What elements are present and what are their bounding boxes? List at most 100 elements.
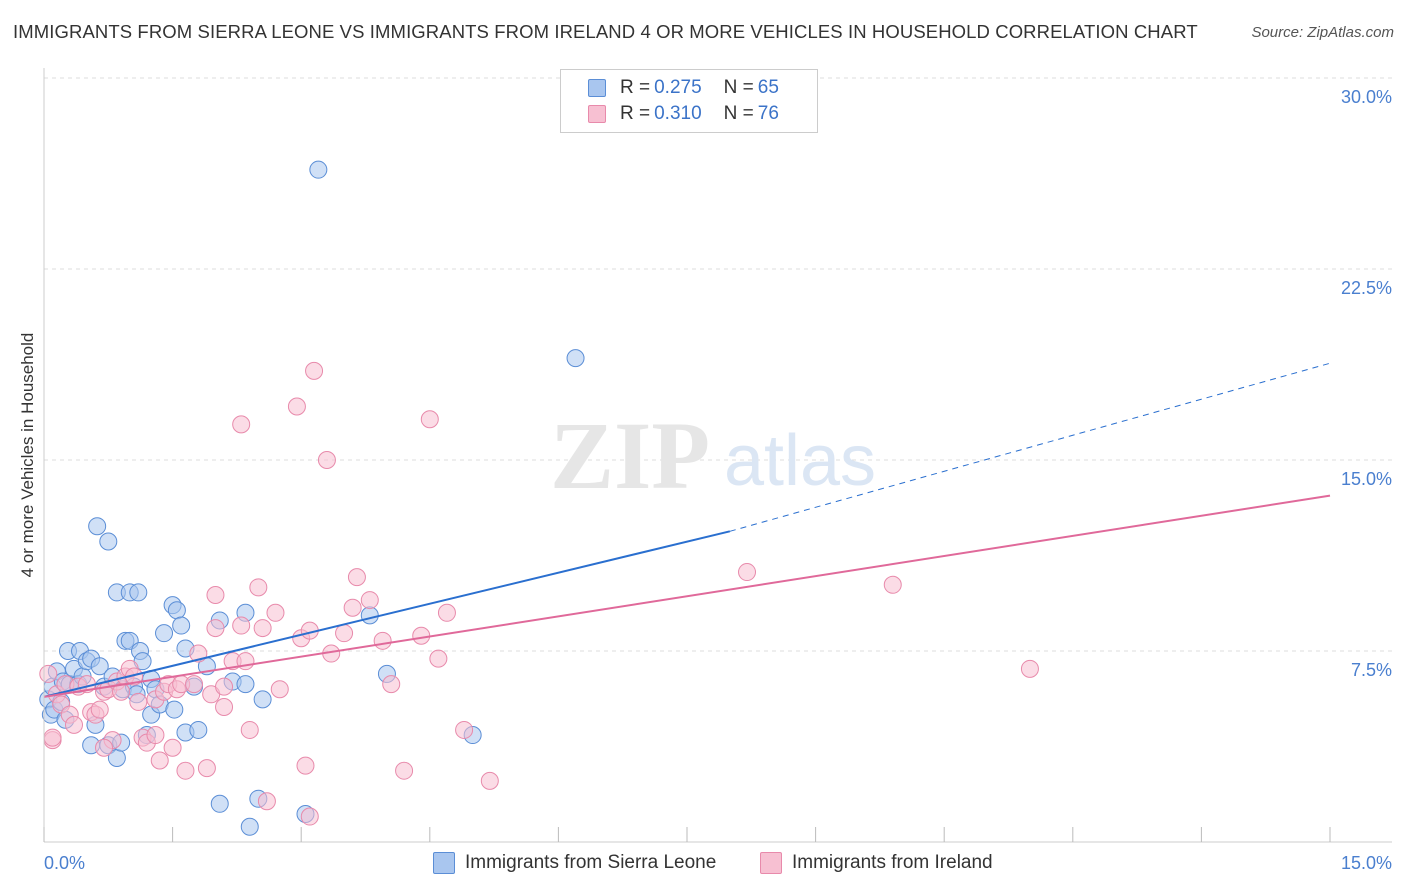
sierra-leone-point bbox=[88, 517, 107, 536]
legend-n-label: N = bbox=[723, 77, 754, 98]
bottom-legend-swatch-blue bbox=[433, 852, 455, 874]
legend-row-ireland: R = 0.310 N = 76 bbox=[561, 101, 779, 127]
points-layer bbox=[39, 160, 1039, 836]
ireland-point bbox=[90, 700, 109, 719]
ireland-point bbox=[296, 756, 315, 775]
sierra-leone-point bbox=[155, 624, 174, 643]
bottom-legend-swatch-pink bbox=[760, 852, 782, 874]
ireland-point bbox=[215, 677, 234, 696]
ireland-point bbox=[206, 585, 225, 604]
ireland-point bbox=[215, 698, 234, 717]
ireland-point bbox=[412, 626, 431, 645]
grid-layer bbox=[44, 77, 1392, 652]
legend: R = 0.275 N = 65 R = 0.310 N = 76 bbox=[560, 69, 818, 133]
axis-layer: 7.5% 15.0% 22.5% 30.0% 0.0% 15.0% bbox=[43, 68, 1392, 873]
sierra-leone-point bbox=[236, 675, 255, 694]
sierra-leone-trend-extension bbox=[729, 362, 1331, 532]
ireland-point bbox=[39, 664, 58, 683]
sierra-leone-point bbox=[240, 817, 259, 836]
ireland-point bbox=[360, 591, 379, 610]
ireland-point bbox=[343, 598, 362, 617]
sierra-leone-point bbox=[165, 700, 184, 719]
x-tick-label: 0.0% bbox=[44, 853, 85, 873]
ireland-point bbox=[480, 771, 499, 790]
legend-r-value: 0.275 bbox=[654, 77, 702, 98]
ireland-point bbox=[373, 631, 392, 650]
ireland-point bbox=[266, 603, 285, 622]
ireland-point bbox=[95, 738, 114, 757]
sierra-leone-point bbox=[99, 532, 118, 551]
bottom-legend-sierra-leone: Immigrants from Sierra Leone bbox=[433, 852, 716, 874]
sierra-leone-point bbox=[90, 657, 109, 676]
ireland-point bbox=[455, 720, 474, 739]
legend-r-label: R = bbox=[620, 103, 651, 124]
sierra-leone-point bbox=[189, 720, 208, 739]
ireland-point bbox=[420, 410, 439, 429]
ireland-point bbox=[176, 761, 195, 780]
sierra-leone-trend-line bbox=[43, 530, 731, 698]
ireland-point bbox=[257, 792, 276, 811]
ireland-point bbox=[185, 675, 204, 694]
sierra-leone-point bbox=[129, 583, 148, 602]
ireland-point bbox=[232, 616, 251, 635]
trend-layer bbox=[43, 362, 1331, 698]
ireland-point bbox=[1020, 659, 1039, 678]
ireland-point bbox=[253, 619, 272, 638]
ireland-point bbox=[240, 720, 259, 739]
ireland-point bbox=[382, 675, 401, 694]
bottom-legend-ireland: Immigrants from Ireland bbox=[760, 852, 993, 874]
ireland-point bbox=[270, 680, 289, 699]
sierra-leone-point bbox=[167, 601, 186, 620]
watermark-atlas: atlas bbox=[724, 421, 876, 501]
chart-title: IMMIGRANTS FROM SIERRA LEONE VS IMMIGRAN… bbox=[13, 21, 1198, 42]
ireland-point bbox=[163, 738, 182, 757]
y-tick-label: 7.5% bbox=[1351, 660, 1392, 680]
sierra-leone-point bbox=[566, 349, 585, 368]
ireland-point bbox=[335, 624, 354, 643]
ireland-point bbox=[883, 575, 902, 594]
legend-row-sierra-leone: R = 0.275 N = 65 bbox=[561, 75, 779, 101]
legend-r-value: 0.310 bbox=[654, 103, 702, 124]
ireland-point bbox=[738, 563, 757, 582]
legend-swatch-pink bbox=[588, 105, 606, 123]
ireland-point bbox=[300, 807, 319, 826]
sierra-leone-point bbox=[309, 160, 328, 179]
ireland-point bbox=[146, 726, 165, 745]
ireland-point bbox=[150, 751, 169, 770]
ireland-point bbox=[347, 568, 366, 587]
legend-swatch-blue bbox=[588, 79, 606, 97]
legend-n-value: 76 bbox=[757, 103, 779, 124]
legend-r-label: R = bbox=[620, 77, 651, 98]
ireland-point bbox=[437, 603, 456, 622]
ireland-point bbox=[197, 759, 216, 778]
ireland-point bbox=[43, 728, 62, 747]
sierra-leone-point bbox=[172, 616, 191, 635]
ireland-point bbox=[395, 761, 414, 780]
ireland-point bbox=[287, 397, 306, 416]
ireland-point bbox=[305, 361, 324, 380]
legend-n-label: N = bbox=[723, 103, 754, 124]
bottom-legend-label: Immigrants from Ireland bbox=[792, 852, 993, 873]
y-tick-label: 15.0% bbox=[1341, 469, 1392, 489]
y-tick-label: 30.0% bbox=[1341, 87, 1392, 107]
watermark-zip: ZIP bbox=[550, 402, 710, 509]
ireland-point bbox=[232, 415, 251, 434]
sierra-leone-point bbox=[360, 606, 379, 625]
ireland-point bbox=[129, 692, 148, 711]
ireland-trend-line bbox=[43, 494, 1331, 698]
ireland-point bbox=[249, 578, 268, 597]
watermark: ZIP atlas bbox=[550, 402, 876, 509]
sierra-leone-point bbox=[253, 690, 272, 709]
ireland-point bbox=[429, 649, 448, 668]
ireland-point bbox=[65, 715, 84, 734]
x-tick-label: 15.0% bbox=[1341, 853, 1392, 873]
bottom-legend: Immigrants from Sierra Leone Immigrants … bbox=[0, 852, 1406, 878]
sierra-leone-point bbox=[210, 794, 229, 813]
bottom-legend-label: Immigrants from Sierra Leone bbox=[465, 852, 717, 873]
y-tick-label: 22.5% bbox=[1341, 278, 1392, 298]
source-label: Source: ZipAtlas.com bbox=[1251, 24, 1394, 41]
ireland-point bbox=[206, 619, 225, 638]
legend-n-value: 65 bbox=[757, 77, 779, 98]
ireland-point bbox=[317, 451, 336, 469]
